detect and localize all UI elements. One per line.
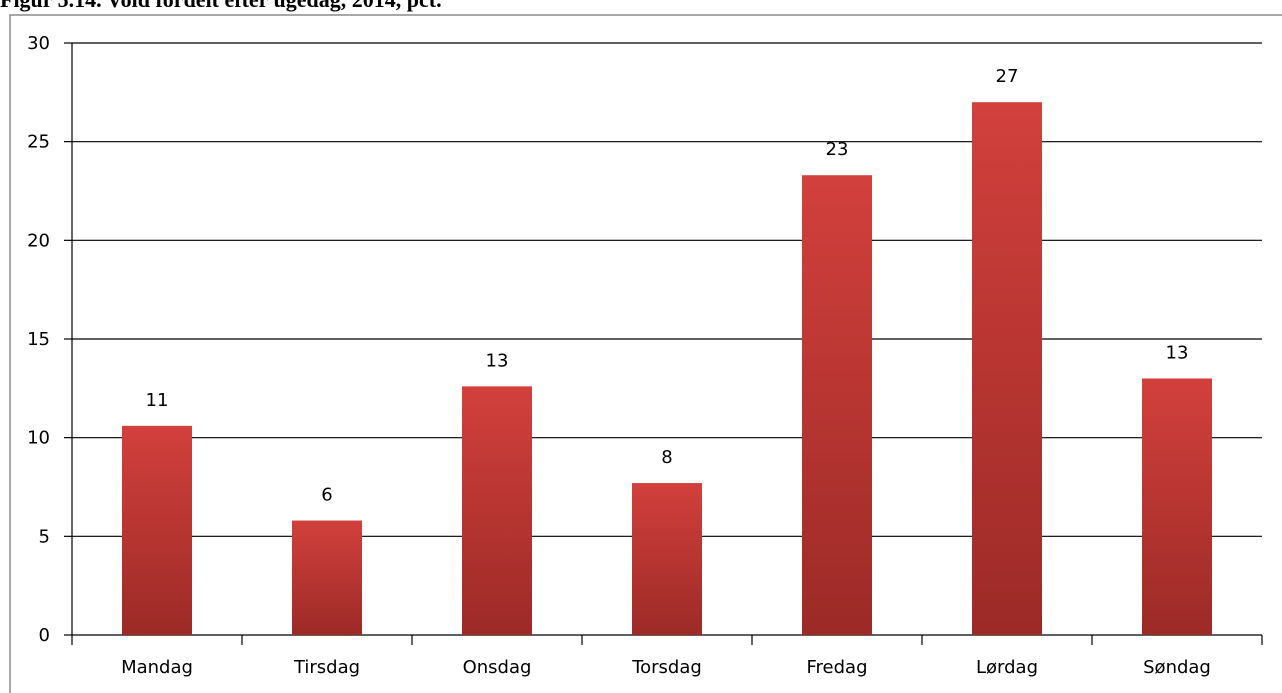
bar bbox=[1142, 378, 1212, 635]
x-tick-label: Fredag bbox=[806, 657, 867, 678]
data-label: 23 bbox=[826, 139, 849, 160]
data-label: 13 bbox=[486, 350, 509, 371]
x-tick-label: Tirsdag bbox=[293, 657, 360, 678]
x-tick-label: Søndag bbox=[1143, 657, 1211, 678]
bar bbox=[972, 102, 1042, 635]
data-label: 6 bbox=[321, 485, 332, 506]
bar bbox=[292, 520, 362, 635]
data-label: 8 bbox=[661, 447, 672, 468]
x-tick-label: Torsdag bbox=[631, 657, 702, 678]
bar bbox=[632, 483, 702, 635]
x-tick-label: Mandag bbox=[121, 657, 193, 678]
y-tick-label: 15 bbox=[27, 329, 50, 350]
chart-title: Figur 5.14. Vold fordelt efter ugedag, 2… bbox=[0, 0, 442, 12]
x-tick-label: Lørdag bbox=[976, 657, 1038, 678]
bar bbox=[462, 386, 532, 635]
y-tick-label: 5 bbox=[39, 526, 50, 547]
y-tick-label: 25 bbox=[27, 132, 50, 153]
x-tick-label: Onsdag bbox=[463, 657, 532, 678]
y-tick-label: 30 bbox=[27, 33, 50, 54]
y-tick-label: 20 bbox=[27, 230, 50, 251]
data-label: 13 bbox=[1166, 342, 1189, 363]
y-tick-label: 10 bbox=[27, 428, 50, 449]
data-label: 11 bbox=[146, 390, 169, 411]
bar bbox=[122, 425, 192, 635]
bar bbox=[802, 175, 872, 636]
chart-frame bbox=[9, 14, 1282, 693]
data-label: 27 bbox=[996, 66, 1019, 87]
y-tick-label: 0 bbox=[39, 625, 50, 646]
